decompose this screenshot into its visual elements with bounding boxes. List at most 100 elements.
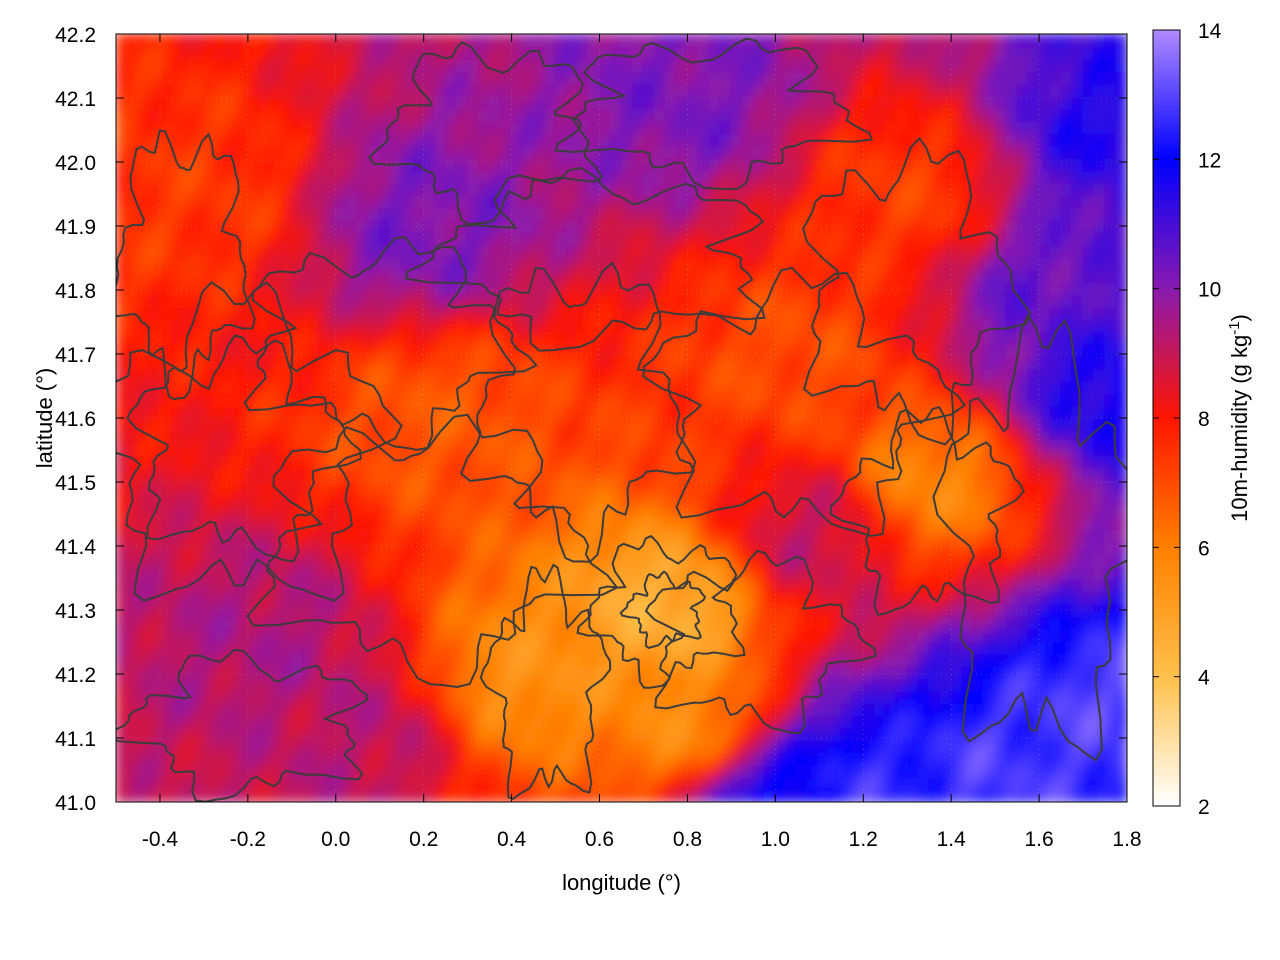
heatmap-cell bbox=[1115, 268, 1127, 283]
heatmap-cell bbox=[785, 590, 799, 605]
heatmap-cell bbox=[906, 714, 920, 729]
heatmap-cell bbox=[202, 578, 216, 593]
heatmap-cell bbox=[126, 640, 139, 655]
heatmap-cell bbox=[345, 627, 359, 642]
heatmap-cell bbox=[191, 553, 205, 568]
heatmap-cell bbox=[631, 565, 645, 580]
heatmap-cell bbox=[994, 553, 1008, 568]
heatmap-cell bbox=[796, 627, 810, 642]
heatmap-cell bbox=[213, 714, 227, 729]
heatmap-cell bbox=[653, 553, 667, 568]
heatmap-cell bbox=[213, 627, 227, 642]
heatmap-cell bbox=[180, 640, 194, 655]
heatmap-cell bbox=[301, 776, 315, 791]
heatmap-cell bbox=[983, 540, 997, 556]
heatmap-cell bbox=[466, 726, 480, 742]
heatmap-cell bbox=[235, 701, 249, 717]
heatmap-cell bbox=[532, 751, 546, 766]
heatmap-cell bbox=[116, 776, 128, 791]
heatmap-cell bbox=[279, 689, 293, 704]
heatmap-cell bbox=[301, 553, 315, 568]
heatmap-cell bbox=[389, 615, 403, 630]
heatmap-cell bbox=[488, 701, 502, 717]
heatmap-cell bbox=[851, 689, 865, 704]
heatmap-cell bbox=[785, 739, 799, 754]
heatmap-cell bbox=[1060, 701, 1074, 717]
heatmap-cell bbox=[301, 714, 315, 729]
heatmap-cell bbox=[235, 751, 249, 766]
heatmap-cell bbox=[257, 763, 271, 779]
heatmap-cell bbox=[1093, 763, 1106, 779]
heatmap-cell bbox=[598, 701, 612, 717]
heatmap-cell bbox=[1093, 540, 1106, 556]
heatmap-cell bbox=[1060, 664, 1074, 680]
heatmap-cell bbox=[642, 664, 656, 680]
heatmap-cell bbox=[488, 602, 502, 618]
heatmap-cell bbox=[191, 664, 205, 680]
heatmap-cell bbox=[521, 540, 535, 556]
heatmap-cell bbox=[202, 751, 216, 766]
heatmap-cell bbox=[1115, 714, 1127, 729]
heatmap-cell bbox=[1038, 739, 1052, 754]
heatmap-cell bbox=[521, 677, 535, 692]
heatmap-cell bbox=[983, 578, 997, 593]
heatmap-cell bbox=[675, 640, 689, 655]
heatmap-cell bbox=[400, 528, 414, 543]
heatmap-cell bbox=[235, 590, 249, 605]
heatmap-cell bbox=[148, 664, 161, 680]
heatmap-cell bbox=[224, 763, 238, 779]
heatmap-cell bbox=[873, 689, 887, 704]
heatmap-cell bbox=[752, 739, 766, 754]
heatmap-cell bbox=[950, 590, 964, 605]
heatmap-cell bbox=[268, 590, 282, 605]
heatmap-cell bbox=[796, 602, 810, 618]
heatmap-cell bbox=[862, 739, 876, 754]
heatmap-cell bbox=[433, 714, 447, 729]
heatmap-cell bbox=[829, 553, 843, 568]
heatmap-cell bbox=[224, 615, 238, 630]
heatmap-cell bbox=[367, 763, 381, 779]
heatmap-cell bbox=[1005, 528, 1019, 543]
heatmap-cell bbox=[422, 652, 436, 667]
heatmap-cell bbox=[906, 553, 920, 568]
heatmap-cell bbox=[609, 528, 623, 543]
heatmap-cell bbox=[818, 763, 832, 779]
heatmap-cell bbox=[961, 689, 975, 704]
heatmap-cell bbox=[202, 677, 216, 692]
heatmap-cell bbox=[752, 578, 766, 593]
heatmap-cell bbox=[587, 528, 601, 543]
heatmap-cell bbox=[444, 627, 458, 642]
heatmap-cell bbox=[1027, 640, 1041, 655]
heatmap-cell bbox=[906, 565, 920, 580]
heatmap-cell bbox=[1005, 664, 1019, 680]
heatmap-cell bbox=[752, 776, 766, 791]
heatmap-cell bbox=[884, 701, 898, 717]
heatmap-cell bbox=[620, 553, 634, 568]
heatmap-cell bbox=[620, 788, 634, 802]
heatmap-cell bbox=[598, 664, 612, 680]
heatmap-cell bbox=[895, 689, 909, 704]
heatmap-cell bbox=[598, 553, 612, 568]
heatmap-cell bbox=[862, 714, 876, 729]
heatmap-cell bbox=[1038, 652, 1052, 667]
heatmap-cell bbox=[433, 739, 447, 754]
heatmap-cell bbox=[367, 528, 381, 543]
heatmap-cell bbox=[851, 664, 865, 680]
heatmap-cell bbox=[235, 689, 249, 704]
heatmap-cell bbox=[961, 528, 975, 543]
heatmap-cell bbox=[807, 528, 821, 543]
heatmap-cell bbox=[840, 776, 854, 791]
heatmap-cell bbox=[829, 788, 843, 802]
heatmap-cell bbox=[312, 726, 326, 742]
heatmap-cell bbox=[642, 701, 656, 717]
heatmap-cell bbox=[895, 528, 909, 543]
heatmap-cell bbox=[1082, 751, 1095, 766]
heatmap-cell bbox=[477, 689, 491, 704]
heatmap-cell bbox=[851, 553, 865, 568]
heatmap-cell bbox=[257, 652, 271, 667]
heatmap-cell bbox=[664, 714, 678, 729]
heatmap-cell bbox=[554, 788, 568, 802]
heatmap-cell bbox=[939, 776, 953, 791]
heatmap-cell bbox=[116, 516, 128, 531]
heatmap-cell bbox=[334, 763, 348, 779]
